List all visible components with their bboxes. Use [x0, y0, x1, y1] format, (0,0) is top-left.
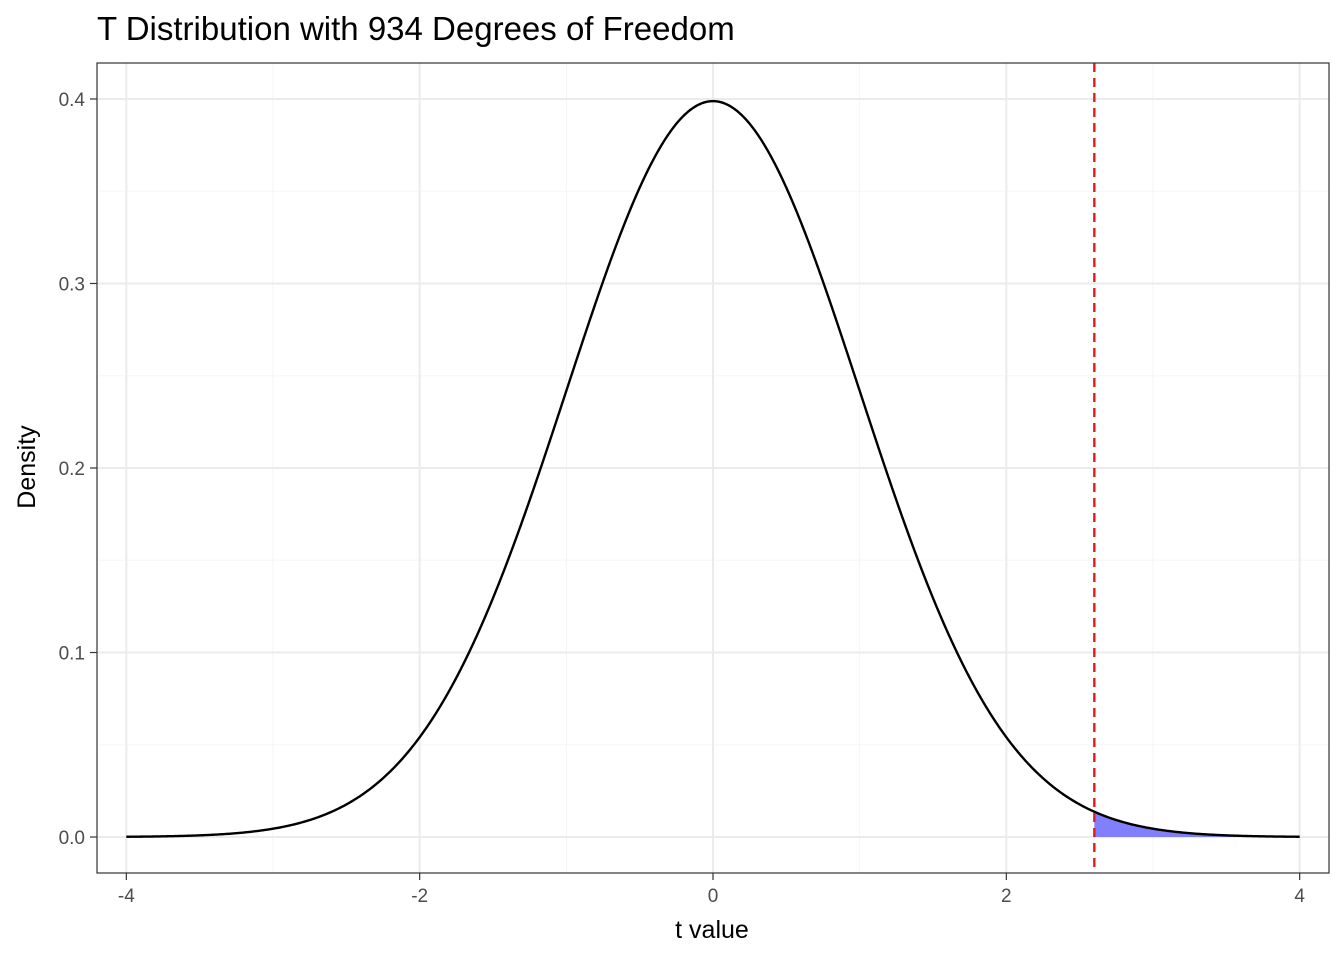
- y-tick-label: 0.3: [59, 274, 85, 295]
- x-tick-label: 2: [1001, 886, 1012, 907]
- shaded-tail-region: [1094, 811, 1300, 838]
- x-axis: -4 -2 0 2 4: [118, 873, 1305, 907]
- chart-title: T Distribution with 934 Degrees of Freed…: [97, 10, 735, 47]
- x-tick-label: 4: [1294, 886, 1305, 907]
- x-tick-label: -2: [411, 886, 428, 907]
- y-axis: 0.0 0.1 0.2 0.3 0.4: [59, 90, 97, 849]
- density-curve: [126, 99, 1300, 838]
- y-tick-label: 0.0: [59, 828, 85, 849]
- x-tick-label: 0: [708, 886, 719, 907]
- x-tick-label: -4: [118, 886, 135, 907]
- y-tick-label: 0.4: [59, 90, 86, 111]
- density-line: [126, 99, 1300, 838]
- y-tick-label: 0.2: [59, 459, 85, 480]
- tail-area: [1094, 811, 1300, 838]
- grid-lines: [97, 63, 1329, 873]
- y-tick-label: 0.1: [59, 644, 85, 665]
- y-axis-title: Density: [13, 425, 41, 509]
- x-axis-title: t value: [675, 916, 749, 944]
